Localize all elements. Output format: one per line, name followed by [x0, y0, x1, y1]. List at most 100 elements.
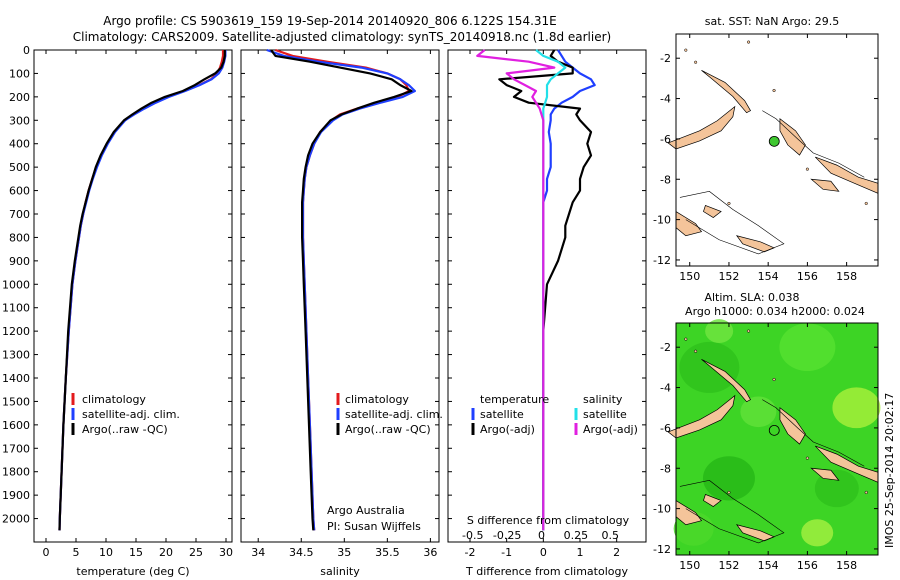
bougainville-land: [779, 407, 806, 445]
small-island-land: [864, 201, 868, 206]
y-tick-label: 800: [9, 231, 30, 244]
new-georgia-land: [810, 178, 840, 192]
sla-anomaly-patch: [801, 519, 834, 547]
trench-outline: [762, 110, 865, 178]
sla-anomaly-patch: [832, 387, 881, 429]
legend-label-climatology: climatology: [82, 393, 146, 406]
y-tick-label: 1500: [2, 395, 30, 408]
temperature-satellite-line: [542, 49, 596, 531]
legend-label-satellite: satellite-adj. clim.: [345, 408, 443, 421]
map-y-tick-label: -10: [653, 214, 671, 227]
map-border: [675, 322, 879, 556]
y-tick-label: 1700: [2, 442, 30, 455]
map-y-tick-label: -6: [660, 133, 671, 146]
sla-anomaly-patch: [814, 469, 859, 508]
salinity-argo-adj-line: [476, 49, 556, 531]
s-tick-label: -0.5: [462, 529, 483, 542]
sla-anomaly-patch: [705, 319, 734, 343]
small-island-land: [805, 456, 809, 460]
y-tick-label: 1400: [2, 372, 30, 385]
legend-label-t-argo: Argo(-adj): [480, 423, 535, 436]
new-britain-land: [667, 105, 736, 150]
y-tick-label: 1200: [2, 325, 30, 338]
x-tick-label: 10: [99, 546, 113, 559]
x-tick-label: 15: [129, 546, 143, 559]
map-y-tick-label: -2: [660, 341, 671, 354]
imos-timestamp: IMOS 25-Sep-2014 20:02:17: [883, 393, 896, 548]
map-x-tick-label: 152: [718, 270, 739, 283]
map-top-title: sat. SST: NaN Argo: 29.5: [705, 15, 839, 28]
s-tick-label: 0: [538, 529, 545, 542]
climatology-line: [58, 50, 225, 531]
map-x-tick-label: 150: [679, 270, 700, 283]
x-tick-label: 30: [219, 546, 233, 559]
map-y-tick-label: -10: [653, 503, 671, 516]
y-tick-label: 300: [9, 114, 30, 127]
x-tick-label: 0: [540, 546, 547, 559]
map-bottom-title-1: Altim. SLA: 0.038: [704, 291, 799, 304]
difference-panel-frame: [447, 49, 647, 543]
legend-label-argo: Argo(..raw -QC): [82, 423, 168, 436]
temperature-axis-label: temperature (deg C): [76, 565, 189, 578]
s-difference-axis-label: S difference from climatology: [467, 514, 630, 527]
y-tick-label: 1000: [2, 278, 30, 291]
s-tick-label: 0.5: [602, 529, 620, 542]
map-border: [675, 33, 879, 267]
map-x-tick-label: 156: [797, 559, 818, 572]
y-tick-label: 0: [23, 44, 30, 57]
y-tick-label: 500: [9, 161, 30, 174]
x-tick-label: 34.5: [289, 546, 314, 559]
x-tick-label: 2: [613, 546, 620, 559]
x-tick-label: 35: [337, 546, 351, 559]
satellite-adj-clim-line: [266, 48, 416, 531]
small-island-land: [727, 490, 731, 495]
temperature-argo-adj-line: [498, 49, 593, 531]
dentrecasteaux-islands-land: [703, 205, 722, 219]
legend-label-s-satellite: satellite: [583, 408, 627, 421]
small-island-land: [684, 48, 688, 52]
credit-line-2: PI: Susan Wijffels: [327, 520, 421, 533]
s-tick-label: 0.25: [564, 529, 589, 542]
small-island-land: [694, 349, 698, 353]
reef-outline: [679, 191, 785, 255]
x-tick-label: 0: [43, 546, 50, 559]
small-island-land: [747, 40, 751, 44]
argo-raw-qc-line: [270, 49, 413, 531]
y-tick-label: 1900: [2, 489, 30, 502]
map-x-tick-label: 156: [797, 270, 818, 283]
y-tick-label: 2000: [2, 513, 30, 526]
legend-label-s-argo: Argo(-adj): [583, 423, 638, 436]
argo-position-marker: [768, 424, 780, 436]
difference-legend-temperature: temperature satellite Argo(-adj): [471, 393, 549, 436]
map-bottom-content: -2 -4 -6 -8 -10 -12 150 152 154 156 158: [653, 319, 881, 572]
difference-legend-salinity: salinity satellite Argo(-adj): [574, 393, 638, 436]
new-britain-land: [667, 394, 736, 439]
x-tick-label: 20: [159, 546, 173, 559]
temperature-plot: 0100200300400500600700800900100011001200…: [2, 44, 233, 559]
small-island-land: [747, 329, 751, 333]
legend-label-climatology: climatology: [345, 393, 409, 406]
map-y-tick-label: -8: [660, 173, 671, 186]
x-tick-label: 5: [73, 546, 80, 559]
small-island-land: [772, 88, 776, 93]
y-tick-label: 400: [9, 138, 30, 151]
map-x-tick-label: 154: [758, 270, 779, 283]
y-tick-label: 700: [9, 208, 30, 221]
new-georgia-land: [810, 467, 840, 481]
x-tick-label: 1: [577, 546, 584, 559]
map-top-frame: [675, 33, 879, 267]
argo-position-marker: [768, 135, 780, 147]
argo-raw-qc-line: [58, 50, 226, 531]
legend-title-temperature: temperature: [480, 393, 549, 406]
y-tick-label: 200: [9, 91, 30, 104]
x-tick-label: 36: [423, 546, 437, 559]
bougainville-land: [779, 118, 806, 156]
y-tick-label: 900: [9, 255, 30, 268]
small-island-land: [805, 167, 809, 171]
map-bottom-title-2: Argo h1000: 0.034 h2000: 0.024: [685, 305, 865, 318]
small-island-land: [727, 201, 731, 206]
dentrecasteaux-islands-land: [703, 494, 722, 508]
reef-outline: [679, 480, 785, 544]
map-y-tick-label: -8: [660, 462, 671, 475]
